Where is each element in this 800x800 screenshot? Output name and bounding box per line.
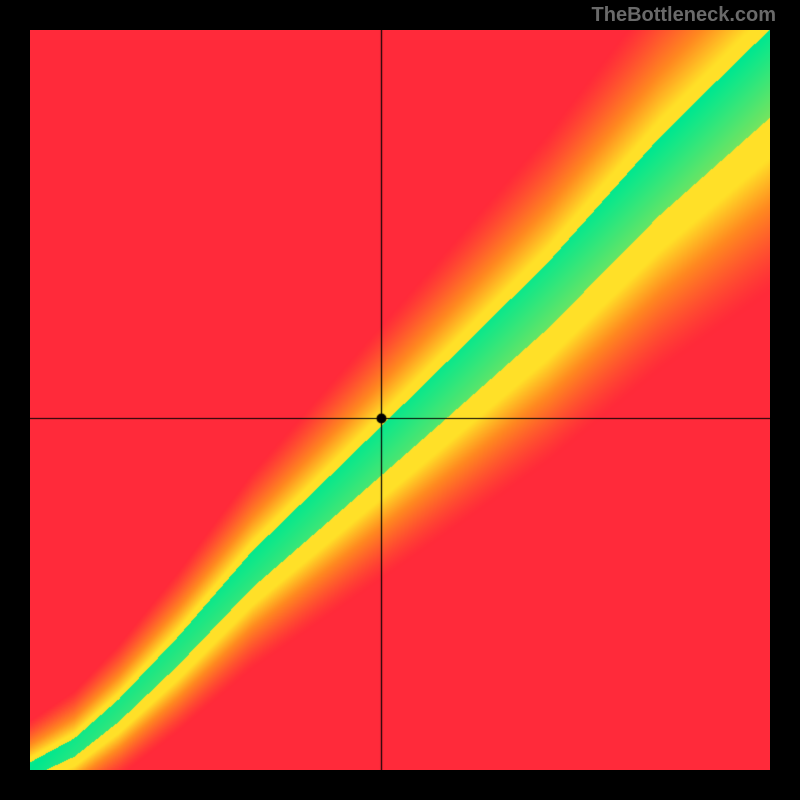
heatmap-chart xyxy=(30,30,770,770)
heatmap-canvas xyxy=(30,30,770,770)
watermark-text: TheBottleneck.com xyxy=(592,4,776,27)
